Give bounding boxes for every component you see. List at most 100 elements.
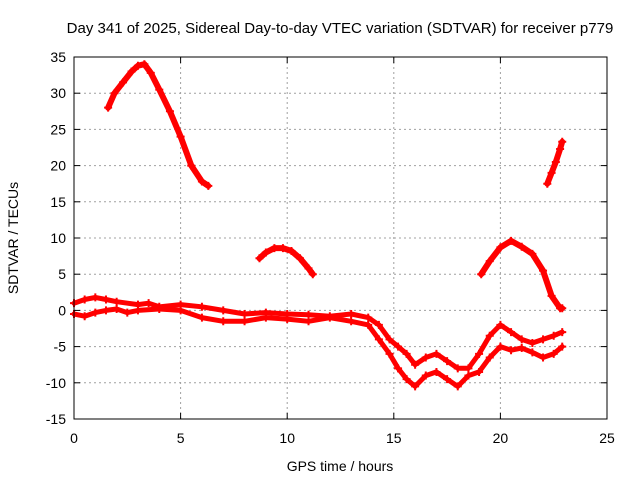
data-point <box>485 257 494 266</box>
data-point <box>283 315 292 324</box>
data-point <box>411 360 420 369</box>
data-point <box>402 375 411 384</box>
data-point <box>304 317 313 326</box>
data-point <box>112 304 121 313</box>
data-point <box>547 291 556 300</box>
data-point <box>443 375 452 384</box>
data-point <box>558 342 567 351</box>
data-point <box>464 371 473 380</box>
y-tick-label: 35 <box>50 49 66 65</box>
data-point <box>551 157 560 166</box>
x-tick-label: 25 <box>599 430 615 446</box>
y-tick-label: -15 <box>46 411 66 427</box>
data-point <box>374 320 383 329</box>
data-point <box>133 306 142 315</box>
data-point <box>80 312 89 321</box>
data-point <box>219 317 228 326</box>
y-tick-label: 20 <box>50 158 66 174</box>
data-point <box>127 67 136 76</box>
data-point <box>453 364 462 373</box>
data-point <box>101 306 110 315</box>
series-band-lower <box>71 306 565 389</box>
data-point <box>528 348 537 357</box>
data-point <box>261 313 270 322</box>
data-point <box>187 161 196 170</box>
data-point <box>270 244 279 253</box>
x-tick-label: 0 <box>70 430 78 446</box>
data-point <box>507 236 516 245</box>
data-point <box>295 254 304 263</box>
data-point <box>558 137 567 146</box>
data-point <box>144 299 153 308</box>
x-tick-label: 15 <box>386 430 402 446</box>
y-tick-label: -5 <box>54 339 67 355</box>
data-point <box>146 68 155 77</box>
data-point <box>176 132 185 141</box>
data-point <box>517 242 526 251</box>
data-point <box>197 313 206 322</box>
x-axis-label: GPS time / hours <box>287 458 394 474</box>
data-point <box>507 346 516 355</box>
data-point <box>477 270 486 279</box>
data-point <box>347 310 356 319</box>
data-point <box>325 313 334 322</box>
data-point <box>507 328 516 337</box>
data-point <box>528 249 537 258</box>
data-point <box>133 61 142 70</box>
data-point <box>496 243 505 252</box>
series-arc-3 <box>478 237 566 312</box>
data-point <box>558 328 567 337</box>
data-point <box>528 338 537 347</box>
data-point <box>496 342 505 351</box>
data-point <box>549 349 558 358</box>
data-point <box>140 60 149 69</box>
data-point <box>549 331 558 340</box>
data-point <box>287 247 296 256</box>
data-point <box>443 357 452 366</box>
y-tick-label: 25 <box>50 121 66 137</box>
data-point <box>421 353 430 362</box>
y-tick-label: 10 <box>50 230 66 246</box>
data-point <box>80 295 89 304</box>
data-point <box>517 335 526 344</box>
x-tick-label: 10 <box>279 430 295 446</box>
data-point <box>539 266 548 275</box>
data-point <box>278 244 287 253</box>
x-tick-label: 5 <box>177 430 185 446</box>
grid <box>74 57 607 419</box>
data-point <box>432 349 441 358</box>
data-point <box>204 181 213 190</box>
y-tick-label: 30 <box>50 85 66 101</box>
data-point <box>547 168 556 177</box>
data-point <box>539 353 548 362</box>
data-point <box>364 320 373 329</box>
data-point <box>91 293 100 302</box>
data-point <box>255 254 264 263</box>
data-point <box>517 344 526 353</box>
data-point <box>539 335 548 344</box>
data-point <box>240 317 249 326</box>
chart-title: Day 341 of 2025, Sidereal Day-to-day VTE… <box>67 20 614 37</box>
data-point <box>475 349 484 358</box>
data-point <box>304 264 313 273</box>
data-point <box>308 270 317 279</box>
data-point <box>421 371 430 380</box>
y-tick-label: -10 <box>46 375 66 391</box>
ticks: -15 -10 -5 0 5 10 15 20 25 30 35 0 5 10 15 20 25 <box>46 49 615 446</box>
data-point <box>110 89 119 98</box>
data-point <box>219 306 228 315</box>
data-point <box>464 364 473 373</box>
data-point <box>176 306 185 315</box>
y-axis-label: SDTVAR / TECUs <box>5 182 21 294</box>
data-point <box>119 78 128 87</box>
data-point <box>123 308 132 317</box>
data-point <box>453 382 462 391</box>
data-point <box>364 313 373 322</box>
data-point <box>543 179 552 188</box>
data-point <box>112 297 121 306</box>
data-point <box>165 107 174 116</box>
data-point <box>385 335 394 344</box>
data-point <box>155 85 164 94</box>
data-point <box>556 144 565 153</box>
